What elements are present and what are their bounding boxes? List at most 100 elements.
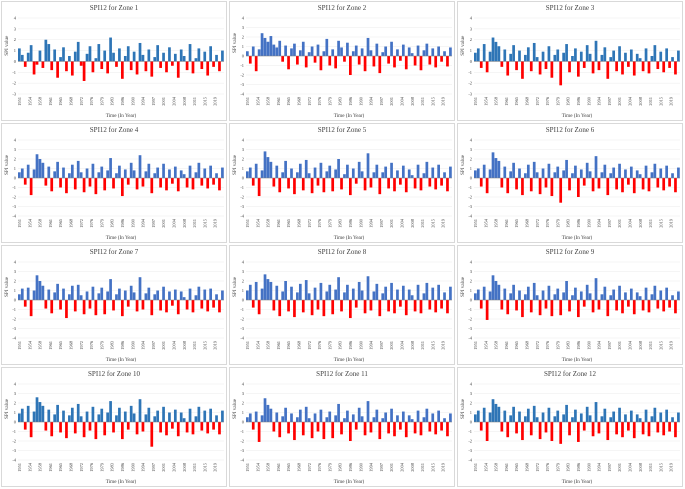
y-axis-title: SPI value: [4, 276, 10, 297]
y-tick-label: 0: [470, 420, 473, 425]
x-tick-label: 2015: [202, 462, 207, 472]
bar-positive: [319, 409, 323, 422]
bar-negative: [479, 178, 483, 187]
y-tick-label: 0: [14, 298, 17, 303]
bar-positive: [524, 54, 527, 62]
bar-positive: [263, 151, 267, 178]
y-tick-label: 2: [470, 37, 472, 42]
x-tick-label: 2008: [638, 218, 643, 228]
bar-positive: [644, 287, 648, 300]
x-tick-label: 1986: [348, 462, 353, 472]
bar-positive: [334, 415, 337, 422]
bar-positive: [53, 49, 57, 62]
y-tick-label: 1: [470, 166, 472, 171]
chart-plot: -4 -3 -2 -1 0 1 2 3 4 SPI value 1951 1954 1958 1961 19…: [4, 138, 224, 241]
bar-positive: [422, 417, 426, 422]
bar-positive: [366, 401, 370, 422]
x-tick-label: 1990: [130, 340, 135, 350]
bar-positive: [449, 166, 452, 178]
bar-negative: [538, 61, 542, 75]
bar-positive: [494, 403, 498, 422]
bar-negative: [656, 300, 660, 309]
x-tick-label: 1972: [307, 341, 312, 350]
x-tick-label: 1958: [38, 462, 43, 472]
bar-positive: [491, 275, 495, 300]
y-tick-label: 0: [242, 298, 245, 303]
bar-positive: [476, 48, 480, 62]
bar-negative: [35, 61, 39, 65]
x-tick-label: 2004: [400, 218, 405, 228]
y-tick-label: -3: [12, 326, 16, 331]
bar-positive: [38, 402, 42, 422]
bar-positive: [194, 416, 198, 422]
bar-positive: [123, 290, 127, 300]
x-tick-label: 2001: [617, 97, 622, 106]
bar-positive: [76, 284, 80, 300]
x-tick-label: 2001: [161, 463, 166, 472]
x-tick-label: 1972: [307, 463, 312, 472]
x-tick-label: 2019: [669, 218, 674, 228]
bar-positive: [588, 53, 592, 62]
bar-negative: [606, 61, 610, 79]
bar-positive: [396, 289, 399, 300]
bar-negative: [293, 178, 296, 195]
bar-positive: [482, 164, 486, 178]
bar-negative: [413, 178, 417, 189]
bar-positive: [304, 406, 308, 422]
bar-positive: [263, 274, 267, 300]
bar-positive: [357, 161, 361, 178]
bar-negative: [340, 300, 343, 312]
bar-positive: [600, 416, 604, 422]
bar-positive: [665, 48, 668, 62]
bar-positive: [26, 52, 30, 62]
x-tick-label: 1997: [607, 462, 612, 472]
bar-negative: [135, 300, 139, 312]
bar-positive: [609, 295, 613, 300]
x-tick-label: 1958: [266, 462, 271, 472]
bar-negative: [316, 178, 320, 186]
x-tick-label: 2004: [628, 96, 633, 106]
bar-positive: [290, 168, 293, 178]
bar-positive: [138, 277, 142, 300]
bar-negative: [446, 422, 449, 437]
bar-positive: [269, 408, 273, 422]
bar-positive: [68, 294, 71, 300]
x-tick-label: 1976: [545, 96, 550, 106]
bar-negative: [50, 300, 54, 314]
bar-negative: [50, 61, 54, 71]
bar-negative: [135, 178, 139, 190]
y-tick-label: 3: [14, 391, 17, 396]
x-axis-title: Time (In Year): [334, 234, 365, 241]
x-tick-label: 1965: [286, 462, 291, 472]
y-axis-title: SPI value: [4, 35, 10, 56]
y-tick-label: 4: [470, 16, 473, 21]
bar-positive: [535, 417, 539, 422]
x-tick-label: 1968: [297, 218, 302, 228]
bar-positive: [396, 170, 399, 178]
x-axis-title: Time (In Year): [562, 112, 593, 119]
x-tick-label: 1958: [38, 218, 43, 228]
bar-positive: [79, 416, 83, 422]
x-tick-label: 2011: [420, 97, 425, 106]
x-tick-label: 1954: [255, 462, 260, 472]
bar-negative: [200, 178, 204, 186]
x-tick-label: 2019: [213, 96, 218, 106]
bar-positive: [319, 162, 323, 178]
bar-positive: [221, 290, 224, 300]
x-axis-title: Time (In Year): [334, 112, 365, 119]
x-tick-label: 1965: [286, 218, 291, 228]
bar-positive: [290, 48, 293, 56]
bar-positive: [416, 284, 420, 300]
bar-negative: [272, 178, 276, 187]
x-tick-label: 2001: [389, 341, 394, 350]
x-tick-label: 2015: [202, 340, 207, 350]
bar-negative: [65, 422, 68, 439]
x-tick-label: 1951: [17, 97, 22, 106]
bar-negative: [621, 61, 624, 75]
bar-positive: [76, 41, 80, 62]
x-tick-label: 1979: [555, 462, 560, 472]
bar-negative: [293, 422, 296, 441]
bar-negative: [212, 178, 215, 185]
x-axis-title: Time (In Year): [562, 234, 593, 241]
bar-positive: [194, 58, 198, 62]
